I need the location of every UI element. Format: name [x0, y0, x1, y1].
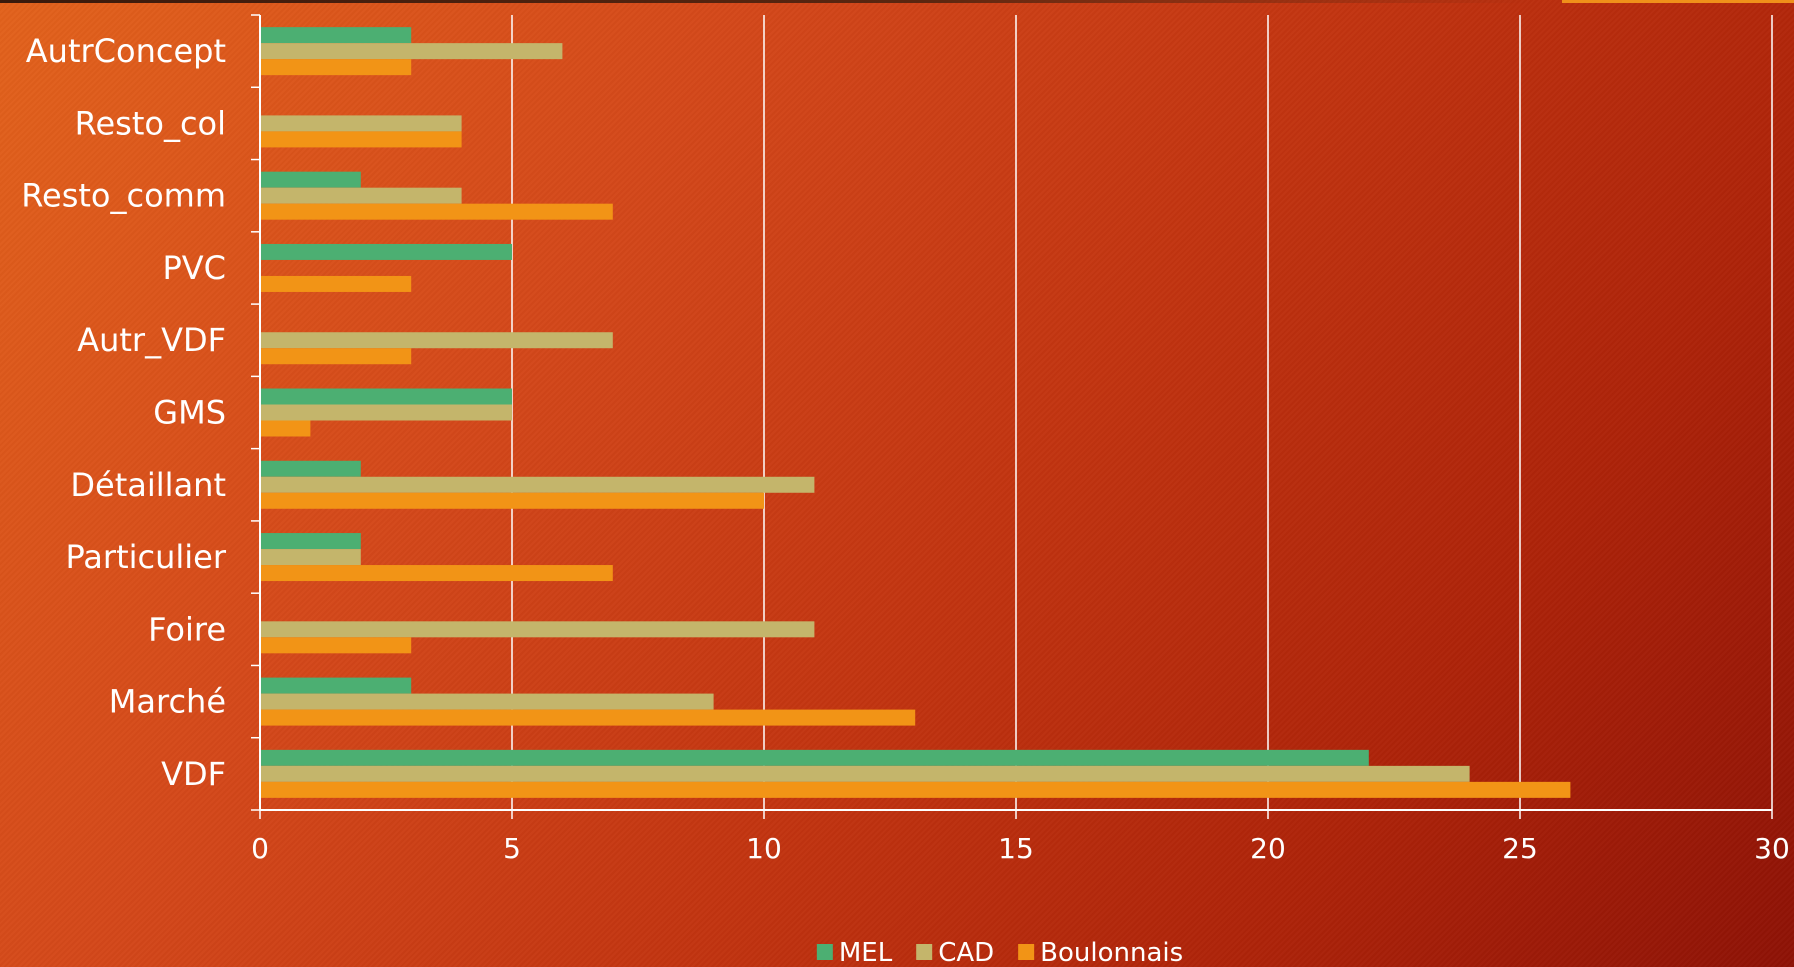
x-tick-labels: 0 5 10 15 20 25 30 [251, 832, 1790, 865]
category-labels: AutrConcept Resto_col Resto_comm PVC Autr_VD… [21, 32, 227, 793]
bars [260, 27, 1571, 798]
category-label: PVC [162, 249, 226, 287]
legend-swatch-boulonnais [1018, 944, 1035, 960]
category-label: Resto_col [75, 104, 226, 142]
bar-boulonnais-particulier [260, 565, 613, 582]
x-tick-label: 30 [1754, 832, 1790, 865]
bar-cad-resto_col [260, 115, 462, 132]
bar-boulonnais-autr_vdf [260, 348, 412, 365]
bar-boulonnais-resto_col [260, 131, 462, 148]
x-tick-label: 0 [251, 832, 269, 865]
bar-boulonnais-gms [260, 420, 311, 437]
bar-cad-gms [260, 404, 512, 421]
bar-mel-marché [260, 677, 412, 694]
legend-label-boulonnais: Boulonnais [1040, 938, 1183, 967]
bar-mel-vdf [260, 749, 1369, 766]
x-tick-label: 15 [998, 832, 1034, 865]
legend-label-cad: CAD [938, 938, 994, 967]
bar-boulonnais-resto_comm [260, 203, 613, 220]
bar-mel-détaillant [260, 460, 361, 477]
bar-cad-détaillant [260, 476, 815, 493]
category-label: GMS [153, 394, 226, 432]
bar-cad-autrconcept [260, 43, 563, 60]
category-label: Détaillant [70, 466, 226, 504]
bar-boulonnais-autrconcept [260, 59, 412, 76]
bar-cad-autr_vdf [260, 332, 613, 349]
x-tick-label: 20 [1250, 832, 1286, 865]
x-tick-label: 5 [503, 832, 521, 865]
category-label: AutrConcept [26, 32, 226, 70]
bar-boulonnais-foire [260, 637, 412, 654]
bar-mel-pvc [260, 243, 512, 260]
bar-boulonnais-marché [260, 709, 916, 726]
bar-mel-gms [260, 388, 512, 405]
legend: MEL CAD Boulonnais [816, 938, 1183, 967]
gridlines [511, 15, 1773, 810]
legend-swatch-mel [816, 944, 833, 960]
x-tick-label: 25 [1502, 832, 1538, 865]
category-label: Autr_VDF [77, 321, 226, 359]
bar-mel-resto_comm [260, 171, 361, 188]
x-tick-label: 10 [746, 832, 782, 865]
bar-boulonnais-vdf [260, 781, 1571, 798]
category-label: Resto_comm [21, 177, 226, 215]
bar-boulonnais-pvc [260, 275, 412, 292]
bar-mel-autrconcept [260, 27, 412, 44]
category-label: Foire [148, 610, 226, 648]
bar-boulonnais-détaillant [260, 492, 764, 509]
category-label: Marché [109, 683, 226, 721]
category-label: VDF [161, 755, 226, 793]
legend-swatch-cad [916, 944, 933, 960]
bar-cad-resto_comm [260, 187, 462, 204]
bar-cad-foire [260, 621, 815, 638]
legend-label-mel: MEL [839, 938, 893, 967]
bar-mel-particulier [260, 533, 361, 550]
bar-cad-particulier [260, 549, 361, 566]
bar-cad-marché [260, 693, 714, 710]
bar-cad-vdf [260, 765, 1470, 782]
axes [251, 14, 1773, 819]
category-label: Particulier [65, 538, 226, 576]
